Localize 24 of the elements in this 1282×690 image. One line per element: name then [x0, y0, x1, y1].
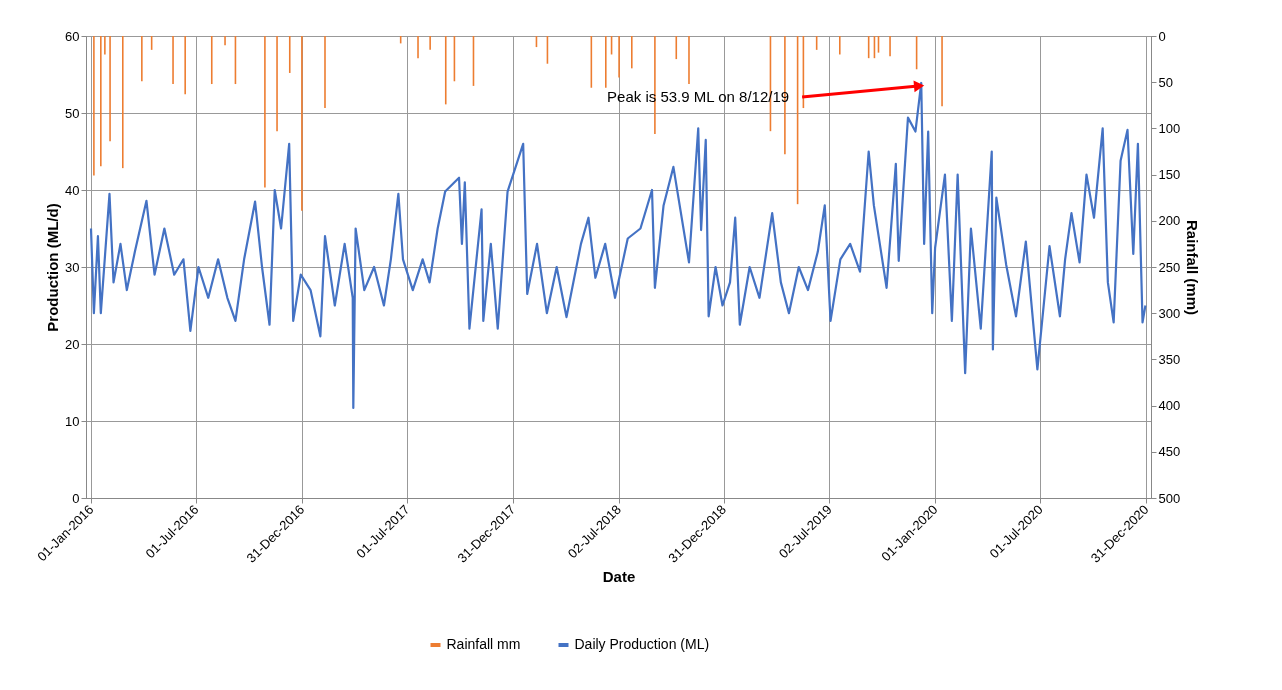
- y2-axis-title: Rainfall (mm): [1184, 219, 1202, 316]
- x-axis-title: Date: [602, 567, 636, 585]
- line-series: [89, 81, 1147, 410]
- y-tick-label: 50: [65, 105, 80, 121]
- y2-tick-label: 100: [1158, 120, 1181, 136]
- y-tick-label: 10: [65, 413, 80, 429]
- y-tick-label: 20: [65, 336, 80, 352]
- y2-tick-label: 50: [1158, 74, 1173, 90]
- y2-tick-label: 300: [1158, 305, 1181, 321]
- y-tick-label: 0: [72, 490, 80, 506]
- y-tick-label: 60: [65, 28, 80, 44]
- y2-tick-label: 200: [1158, 213, 1181, 229]
- y2-tick-label: 150: [1158, 167, 1181, 183]
- legend-label: Daily Production (ML): [574, 636, 710, 652]
- y2-tick-label: 500: [1158, 490, 1181, 506]
- y2-tick-label: 0: [1158, 28, 1166, 44]
- y2-tick-label: 450: [1158, 444, 1181, 460]
- y-axis-title: Production (ML/d): [44, 203, 62, 332]
- y-tick-label: 40: [65, 182, 80, 198]
- legend-label: Rainfall mm: [446, 636, 521, 652]
- y-tick-label: 30: [65, 259, 80, 275]
- y2-tick-label: 400: [1158, 398, 1181, 414]
- y2-tick-label: 350: [1158, 351, 1181, 367]
- y2-tick-label: 250: [1158, 259, 1181, 275]
